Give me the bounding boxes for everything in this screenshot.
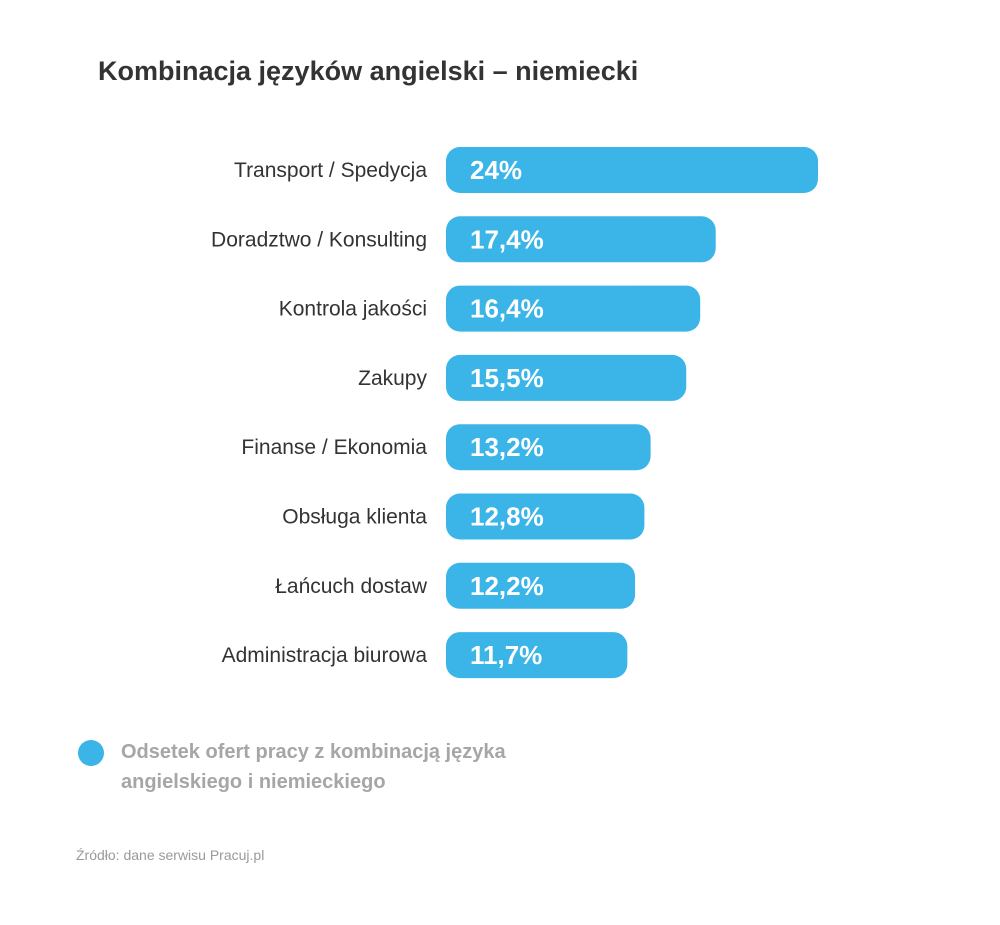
category-label: Obsługa klienta <box>282 506 427 529</box>
category-label: Zakupy <box>358 367 427 390</box>
data-label: 24% <box>470 155 522 185</box>
data-label: 13,2% <box>470 432 544 462</box>
bar <box>446 354 687 401</box>
category-label: Finanse / Ekonomia <box>241 436 427 459</box>
category-label: Kontrola jakości <box>279 298 427 321</box>
bar <box>446 562 636 609</box>
bar <box>446 285 701 332</box>
chart-title: Kombinacja języków angielski – niemiecki <box>98 56 639 86</box>
data-label: 12,2% <box>470 571 544 601</box>
category-label: Łańcuch dostaw <box>275 575 428 598</box>
legend-label: Odsetek ofert pracy z kombinacją języka … <box>121 741 506 793</box>
legend-swatch <box>78 740 104 766</box>
data-label: 15,5% <box>470 363 544 393</box>
data-label: 17,4% <box>470 224 544 254</box>
category-label: Administracja biurowa <box>222 644 428 667</box>
bar <box>446 632 628 679</box>
category-label: Transport / Spedycja <box>234 159 427 182</box>
bar <box>446 493 645 540</box>
bar <box>446 424 651 471</box>
bar <box>446 216 716 263</box>
source-note: Źródło: dane serwisu Pracuj.pl <box>76 847 265 863</box>
bars-group: Transport / Spedycja 24% Doradztwo / Konsu… <box>211 147 818 679</box>
bar <box>446 147 818 193</box>
data-label: 12,8% <box>470 502 544 532</box>
data-label: 11,7% <box>470 640 542 670</box>
category-label: Doradztwo / Konsulting <box>211 228 427 251</box>
data-label: 16,4% <box>470 294 544 324</box>
